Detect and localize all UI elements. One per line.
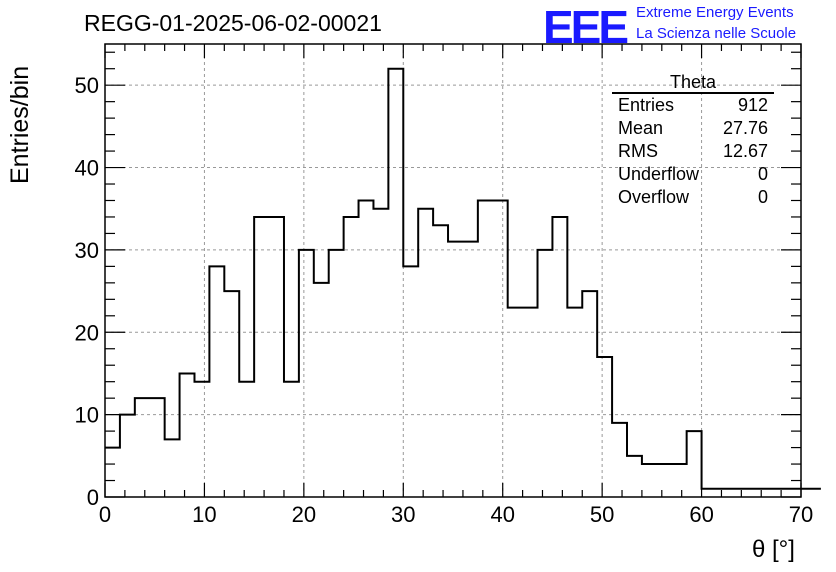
histogram-bin: [284, 382, 299, 497]
histogram-bin: [597, 357, 612, 497]
histogram-bin: [582, 291, 597, 497]
histogram-bin: [314, 283, 329, 497]
histogram-bin: [657, 464, 672, 497]
stats-row-underflow: Underflow 0: [612, 163, 774, 186]
x-tick-label: 0: [99, 502, 111, 527]
y-tick-label: 20: [75, 320, 99, 345]
histogram-bin: [567, 308, 582, 497]
histogram-bin: [135, 398, 150, 497]
x-tick-label: 20: [292, 502, 316, 527]
stats-value: 0: [757, 164, 768, 184]
y-tick-label: 0: [87, 485, 99, 510]
plot-frame: [104, 43, 802, 498]
histogram-bin: [508, 308, 523, 497]
histogram-bin: [165, 439, 180, 497]
histogram-bin: [299, 250, 314, 497]
stats-row-mean: Mean 27.76: [612, 117, 774, 140]
stats-row-entries: Entries 912: [612, 94, 774, 117]
histogram-bin: [702, 489, 717, 497]
histogram-bin: [239, 382, 254, 497]
stats-value: 912: [737, 95, 768, 115]
histogram-bin: [806, 489, 821, 497]
stats-value: 12.67: [722, 141, 768, 161]
stats-value: 0: [757, 187, 768, 207]
histogram-bin: [523, 308, 538, 497]
stats-row-rms: RMS 12.67: [612, 140, 774, 163]
y-tick-label: 50: [75, 73, 99, 98]
histogram-bin: [359, 200, 374, 497]
x-tick-label: 40: [490, 502, 514, 527]
stats-box: Theta Entries 912 Mean 27.76 RMS 12.67 U…: [612, 72, 774, 209]
histogram-bin: [552, 217, 567, 497]
histogram-bin: [463, 242, 478, 497]
y-tick-label: 10: [75, 403, 99, 428]
histogram-bin: [194, 382, 209, 497]
histogram-bin: [329, 250, 344, 497]
histogram-bin: [627, 456, 642, 497]
histogram-bin: [105, 448, 120, 497]
histogram-bin: [224, 291, 239, 497]
histogram-bin: [150, 398, 165, 497]
stats-label: Mean: [618, 118, 664, 138]
x-tick-label: 30: [391, 502, 415, 527]
y-tick-label: 40: [75, 156, 99, 181]
stats-label: Underflow: [618, 164, 700, 184]
stats-row-overflow: Overflow 0: [612, 186, 774, 209]
histogram-bin: [448, 242, 463, 497]
histogram-bin: [478, 200, 493, 497]
histogram-bin: [209, 266, 224, 497]
histogram-bin: [612, 423, 627, 497]
x-tick-label: 60: [689, 502, 713, 527]
histogram-bin: [687, 431, 702, 497]
x-tick-label: 50: [590, 502, 614, 527]
histogram-bin: [493, 200, 508, 497]
stats-name: Theta: [612, 72, 774, 94]
histogram-bin: [403, 266, 418, 497]
brand-line-1: Extreme Energy Events: [636, 4, 794, 21]
histogram-bin: [791, 489, 806, 497]
y-tick-label: 30: [75, 238, 99, 263]
stats-label: Overflow: [618, 187, 690, 207]
histogram-bin: [254, 217, 269, 497]
stats-label: Entries: [618, 95, 675, 115]
histogram-bin: [761, 489, 776, 497]
x-axis-label: θ [°]: [752, 536, 795, 563]
histogram-bin: [672, 464, 687, 497]
histogram-bin: [642, 464, 657, 497]
histogram-bin: [746, 489, 761, 497]
y-axis-label: Entries/bin: [6, 65, 34, 184]
histogram-bin: [716, 489, 731, 497]
histogram-bin: [731, 489, 746, 497]
stats-label: RMS: [618, 141, 658, 161]
chart-title: REGG-01-2025-06-02-00021: [84, 10, 382, 36]
histogram-bin: [433, 225, 448, 497]
histogram-bin: [180, 373, 195, 497]
histogram-bin: [418, 209, 433, 497]
stats-value: 27.76: [722, 118, 768, 138]
histogram-series: [105, 67, 821, 490]
histogram-bin: [344, 217, 359, 497]
histogram-bin: [120, 415, 135, 497]
histogram-bin: [373, 209, 388, 497]
histogram-bin: [388, 69, 403, 497]
histogram-bin: [269, 217, 284, 497]
x-tick-label: 10: [192, 502, 216, 527]
histogram-bin: [776, 489, 791, 497]
brand-line-2: La Scienza nelle Scuole: [636, 25, 797, 42]
histogram-bin: [538, 250, 553, 497]
x-tick-label: 70: [789, 502, 813, 527]
